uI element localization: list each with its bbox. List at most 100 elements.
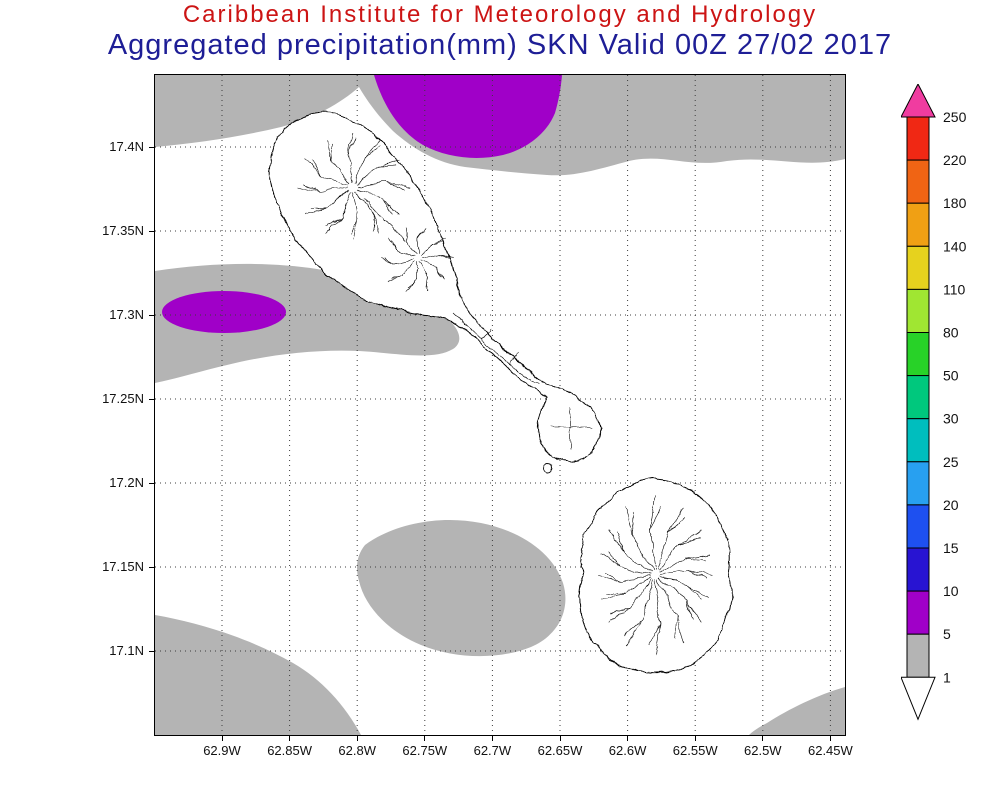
chart-title: Aggregated precipitation(mm) SKN Valid 0… (107, 28, 893, 61)
colorbar-segment-10-15 (906, 547, 930, 592)
stream-line (426, 276, 429, 288)
stream-line (438, 253, 450, 260)
y-axis-tick (149, 146, 154, 148)
stream-line (347, 139, 356, 156)
y-axis-tick (149, 566, 154, 568)
x-axis-label: 62.9W (203, 743, 241, 758)
stream-line (633, 512, 636, 537)
islands-group (268, 112, 732, 674)
colorbar-svg: 250 220 180 140 110 80 50 30 25 20 15 10 5 1 (900, 82, 967, 721)
stream-line (685, 557, 706, 560)
stream-line (384, 258, 396, 265)
y-axis-label: 17.25N (102, 391, 144, 406)
stream-line (616, 531, 625, 552)
stream-line (608, 579, 652, 623)
x-axis-label: 62.75W (402, 743, 448, 758)
x-axis-tick (491, 736, 493, 741)
st-kitts-streams (297, 133, 591, 450)
colorbar-label: 10 (943, 583, 959, 599)
colorbar-label: 220 (943, 152, 967, 168)
x-axis-label: 62.85W (267, 743, 312, 758)
stream-line (679, 537, 700, 546)
stream-line (309, 207, 328, 210)
stream-line (391, 275, 403, 278)
stream-line (674, 615, 677, 640)
x-axis-label: 62.45W (807, 743, 853, 758)
colorbar-label: 80 (943, 325, 959, 341)
precip-region-5-10mm-north (374, 75, 562, 158)
x-axis-label: 62.8W (338, 743, 376, 758)
colorbar-label: 110 (943, 281, 966, 297)
colorbar-segment-220-250 (906, 116, 930, 161)
stream-line (303, 183, 321, 193)
stream-line (610, 606, 631, 615)
x-axis-tick (356, 736, 358, 741)
colorbar-segment-15-20 (906, 504, 930, 549)
colorbar-label: 180 (943, 195, 967, 211)
x-axis-tick (559, 736, 561, 741)
stream-line (685, 600, 694, 621)
stream-line (649, 505, 662, 529)
precip-region-1-5mm-south-center (357, 519, 566, 657)
colorbar-label: 250 (943, 109, 967, 125)
stream-line (604, 592, 625, 595)
x-axis-tick (762, 736, 764, 741)
precip-region-1-5mm-southeast (749, 687, 845, 735)
stream-line (604, 572, 622, 582)
stream-line (689, 584, 703, 600)
stream-line (480, 328, 492, 340)
chart-titles: Caribbean Institute for Meteorology and … (0, 1, 1000, 61)
stream-line (608, 529, 652, 573)
stream-line (510, 352, 520, 366)
map-plot-svg (155, 75, 845, 735)
stream-line (452, 312, 540, 385)
y-axis-tick (149, 398, 154, 400)
y-axis-tick (149, 230, 154, 232)
stream-line (326, 217, 342, 228)
stream-line (325, 190, 352, 234)
stream-line (391, 240, 398, 251)
stream-line (305, 188, 350, 215)
colorbar-label: 5 (943, 626, 951, 642)
x-axis-label: 62.6W (608, 743, 647, 758)
stream-line (311, 160, 323, 176)
stream-line (436, 267, 443, 278)
nevis-streams (597, 496, 713, 656)
stream-line (356, 188, 401, 215)
x-axis-tick (289, 736, 291, 741)
y-axis-tick (149, 650, 154, 652)
colorbar-label: 25 (943, 454, 959, 470)
stream-line (356, 159, 401, 186)
stream-line (347, 133, 354, 184)
colorbar-segment-140-180 (906, 202, 930, 247)
x-axis-tick (627, 736, 629, 741)
y-axis-label: 17.4N (109, 139, 144, 154)
colorbar-label: 20 (943, 497, 959, 513)
stream-line (626, 507, 654, 572)
colorbar-segment-50-80 (906, 332, 930, 377)
colorbar-label: 1 (943, 669, 951, 685)
stream-line (648, 623, 661, 647)
x-axis-label: 62.5W (744, 743, 782, 758)
colorbar-label: 140 (943, 238, 967, 254)
x-axis-label: 62.55W (672, 743, 718, 758)
x-axis-label: 62.65W (537, 743, 583, 758)
stream-line (331, 144, 333, 162)
y-axis-label: 17.3N (109, 307, 144, 322)
stream-line (597, 575, 651, 582)
colorbar-segment-25-30 (906, 418, 930, 463)
islet-outline (544, 462, 554, 472)
stream-line (418, 230, 427, 239)
colorbar-segment-80-110 (906, 288, 930, 333)
colorbar-legend: 250 220 180 140 110 80 50 30 25 20 15 10 5 1 (900, 82, 999, 734)
stream-line (407, 279, 416, 288)
st-kitts-island-outline (268, 112, 601, 463)
colorbar-segment-30-50 (906, 375, 930, 420)
precipitation-shading (155, 75, 845, 735)
colorbar-segment-180-220 (906, 159, 930, 204)
stream-line (667, 516, 686, 534)
stream-line (431, 240, 443, 243)
colorbar-arrow-down (900, 676, 936, 721)
colorbar-segment-110-140 (906, 245, 930, 290)
